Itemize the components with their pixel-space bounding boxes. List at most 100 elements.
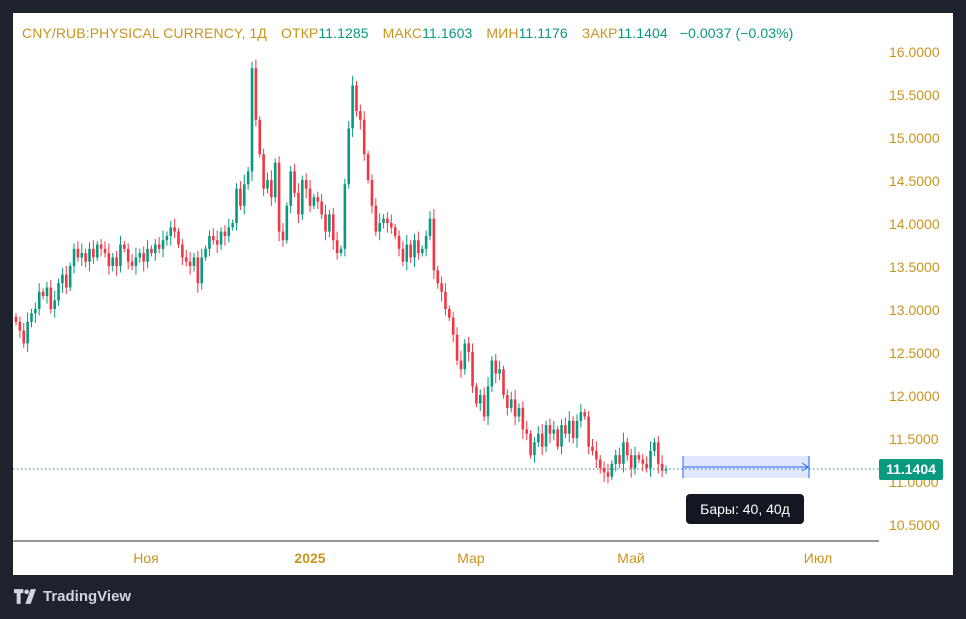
candle-down — [277, 162, 281, 232]
candle-up — [242, 184, 246, 206]
last-price-badge: 11.1404 — [879, 459, 943, 480]
price-chart[interactable] — [13, 13, 953, 575]
candle-down — [331, 214, 335, 241]
candle-down — [239, 188, 242, 206]
candle-down — [49, 287, 53, 309]
candle-down — [196, 257, 200, 284]
candle-up — [560, 425, 563, 447]
candle-up — [420, 248, 424, 254]
candle-down — [540, 433, 544, 447]
candle-down — [440, 283, 443, 292]
candle-down — [107, 253, 111, 266]
candle-up — [533, 442, 536, 456]
x-tick-label: Июл — [803, 550, 833, 566]
y-tick-label: 15.0000 — [889, 130, 940, 146]
candle-down — [177, 231, 180, 245]
candle-down — [262, 154, 265, 189]
candle-down — [598, 459, 602, 469]
candle-down — [595, 450, 598, 460]
brand-name: TradingView — [43, 588, 132, 605]
high-value: 11.1603 — [422, 25, 473, 41]
candle-down — [281, 231, 285, 241]
candle-down — [157, 244, 161, 249]
candle-up — [134, 257, 138, 266]
candle-down — [513, 399, 517, 417]
candle-up — [111, 257, 115, 266]
candle-up — [343, 184, 347, 249]
candle-up — [88, 248, 91, 262]
candle-up — [57, 283, 60, 301]
candle-up — [53, 300, 56, 309]
candle-down — [324, 214, 327, 232]
candle-down — [626, 442, 629, 456]
candle-down — [142, 253, 145, 262]
candle-up — [266, 180, 269, 189]
candle-up — [312, 197, 316, 206]
candle-down — [448, 309, 451, 318]
candle-up — [45, 287, 49, 297]
candle-down — [362, 119, 366, 155]
candle-down — [502, 369, 505, 395]
candle-up — [552, 429, 556, 434]
candle-up — [463, 343, 467, 370]
candle-up — [633, 455, 637, 469]
y-tick-label: 16.0000 — [889, 44, 940, 60]
y-tick-label: 12.0000 — [889, 388, 940, 404]
candle-down — [529, 433, 532, 456]
candle-down — [223, 231, 227, 236]
candle-up — [351, 85, 354, 129]
candle-down — [212, 235, 215, 241]
chart-panel[interactable]: CNY/RUB:PHYSICAL CURRENCY, 1Д ОТКР11.128… — [13, 13, 953, 575]
low-value: 11.1176 — [518, 25, 568, 41]
candle-up — [382, 218, 385, 223]
candle-up — [153, 244, 157, 254]
candle-down — [184, 257, 188, 262]
y-tick-label: 12.5000 — [889, 345, 940, 361]
candle-down — [258, 119, 262, 155]
candle-down — [99, 244, 103, 249]
candle-down — [366, 154, 370, 180]
candle-down — [397, 235, 401, 249]
candle-down — [455, 334, 459, 361]
candle-down — [436, 270, 440, 284]
tradingview-logo-icon — [14, 589, 36, 604]
candle-up — [428, 218, 432, 236]
candle-down — [606, 472, 610, 477]
candle-up — [68, 266, 72, 288]
candle-up — [537, 433, 540, 443]
candle-up — [413, 240, 416, 258]
close-label: ЗАКР — [581, 25, 618, 41]
candle-up — [169, 227, 173, 236]
candle-up — [37, 291, 41, 309]
candle-up — [498, 369, 501, 374]
candle-down — [115, 257, 118, 266]
candle-up — [517, 407, 521, 417]
y-tick-label: 11.5000 — [889, 431, 939, 447]
candle-up — [567, 420, 571, 434]
candle-up — [378, 223, 381, 232]
footer-branding[interactable]: TradingView — [14, 588, 131, 605]
candle-down — [126, 248, 130, 262]
candle-down — [459, 360, 463, 370]
candles-layer — [14, 59, 668, 484]
candle-down — [471, 352, 474, 387]
open-value: 11.1285 — [318, 25, 369, 41]
y-tick-label: 14.5000 — [889, 173, 940, 189]
candle-down — [521, 407, 525, 430]
candle-up — [80, 253, 84, 258]
candle-down — [130, 261, 134, 266]
open-label: ОТКР — [281, 25, 319, 41]
candle-down — [293, 171, 296, 193]
candle-down — [254, 68, 258, 120]
candle-up — [204, 248, 207, 258]
candle-down — [637, 455, 641, 460]
candle-down — [308, 188, 312, 206]
candle-up — [486, 386, 490, 417]
candle-up — [61, 274, 64, 284]
high-label: МАКС — [382, 25, 423, 41]
candle-up — [138, 253, 142, 258]
candle-down — [181, 244, 184, 258]
candle-down — [41, 291, 45, 297]
legend-header: CNY/RUB:PHYSICAL CURRENCY, 1Д ОТКР11.128… — [22, 25, 793, 41]
x-tick-label: 2025 — [294, 550, 326, 566]
